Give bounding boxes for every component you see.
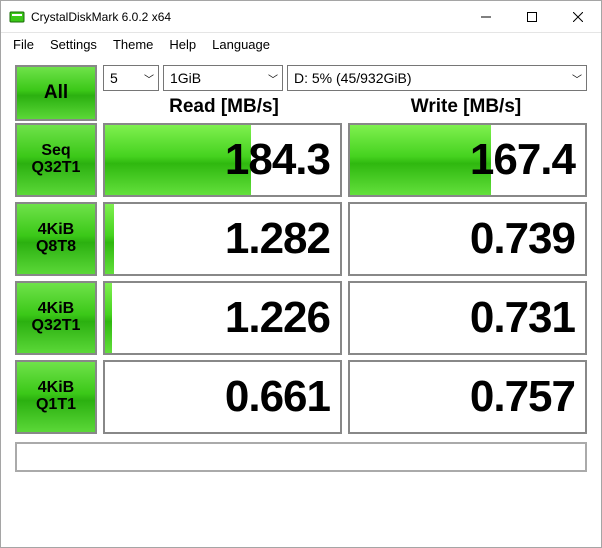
chevron-down-icon: ﹀ <box>572 71 582 86</box>
chevron-down-icon: ﹀ <box>144 71 154 86</box>
read-value: 184.3 <box>225 135 330 185</box>
test-button-seqq32t1[interactable]: SeqQ32T1 <box>15 123 97 197</box>
test-count-select[interactable]: 5 ﹀ <box>103 65 159 91</box>
test-label-2: Q8T8 <box>36 239 76 256</box>
write-value: 167.4 <box>470 135 575 185</box>
menu-settings[interactable]: Settings <box>42 35 105 54</box>
all-button-label: All <box>44 82 68 104</box>
drive-select[interactable]: D: 5% (45/932GiB) ﹀ <box>287 65 587 91</box>
selectors: 5 ﹀ 1GiB ﹀ D: 5% (45/932GiB) ﹀ Read [MB/… <box>103 65 587 121</box>
maximize-button[interactable] <box>509 1 555 32</box>
all-button[interactable]: All <box>15 65 97 121</box>
result-row: 4KiBQ8T8 1.282 0.739 <box>15 202 587 276</box>
test-label-2: Q32T1 <box>32 160 81 177</box>
test-label-1: Seq <box>41 143 70 160</box>
window-title: CrystalDiskMark 6.0.2 x64 <box>31 10 463 24</box>
titlebar: CrystalDiskMark 6.0.2 x64 <box>1 1 601 33</box>
test-size-select[interactable]: 1GiB ﹀ <box>163 65 283 91</box>
test-label-1: 4KiB <box>38 301 74 318</box>
test-label-2: Q32T1 <box>32 318 81 335</box>
app-icon <box>9 9 25 25</box>
read-value-cell: 1.282 <box>103 202 342 276</box>
read-fill-bar <box>105 204 114 274</box>
result-row: SeqQ32T1 184.3 167.4 <box>15 123 587 197</box>
content-area: All 5 ﹀ 1GiB ﹀ D: 5% (45/932GiB) ﹀ <box>1 55 601 547</box>
read-value: 0.661 <box>225 372 330 422</box>
read-fill-bar <box>105 283 112 353</box>
write-value: 0.757 <box>470 372 575 422</box>
result-row: 4KiBQ1T1 0.661 0.757 <box>15 360 587 434</box>
test-label-1: 4KiB <box>38 222 74 239</box>
result-row: 4KiBQ32T1 1.226 0.731 <box>15 281 587 355</box>
menu-language[interactable]: Language <box>204 35 278 54</box>
window-controls <box>463 1 601 32</box>
menu-help[interactable]: Help <box>161 35 204 54</box>
read-value: 1.282 <box>225 214 330 264</box>
test-button-4kibq1t1[interactable]: 4KiBQ1T1 <box>15 360 97 434</box>
read-value-cell: 0.661 <box>103 360 342 434</box>
test-size-value: 1GiB <box>170 70 201 86</box>
write-value-cell: 0.739 <box>348 202 587 276</box>
header-read: Read [MB/s] <box>103 96 345 118</box>
test-label-1: 4KiB <box>38 380 74 397</box>
write-value-cell: 0.731 <box>348 281 587 355</box>
drive-value: D: 5% (45/932GiB) <box>294 70 412 86</box>
test-button-4kibq32t1[interactable]: 4KiBQ32T1 <box>15 281 97 355</box>
top-controls: All 5 ﹀ 1GiB ﹀ D: 5% (45/932GiB) ﹀ <box>15 65 587 121</box>
write-value-cell: 0.757 <box>348 360 587 434</box>
write-value: 0.739 <box>470 214 575 264</box>
menu-theme[interactable]: Theme <box>105 35 161 54</box>
test-button-4kibq8t8[interactable]: 4KiBQ8T8 <box>15 202 97 276</box>
write-value-cell: 167.4 <box>348 123 587 197</box>
read-value-cell: 184.3 <box>103 123 342 197</box>
test-label-2: Q1T1 <box>36 397 76 414</box>
chevron-down-icon: ﹀ <box>268 71 278 86</box>
status-bar <box>15 442 587 472</box>
minimize-button[interactable] <box>463 1 509 32</box>
close-button[interactable] <box>555 1 601 32</box>
app-window: CrystalDiskMark 6.0.2 x64 File Settings … <box>0 0 602 548</box>
column-headers: Read [MB/s] Write [MB/s] <box>103 93 587 121</box>
menu-file[interactable]: File <box>5 35 42 54</box>
read-value: 1.226 <box>225 293 330 343</box>
test-count-value: 5 <box>110 70 118 86</box>
read-value-cell: 1.226 <box>103 281 342 355</box>
header-write: Write [MB/s] <box>345 96 587 118</box>
write-value: 0.731 <box>470 293 575 343</box>
menubar: File Settings Theme Help Language <box>1 33 601 55</box>
results-grid: SeqQ32T1184.3167.44KiBQ8T81.2820.7394KiB… <box>15 123 587 434</box>
